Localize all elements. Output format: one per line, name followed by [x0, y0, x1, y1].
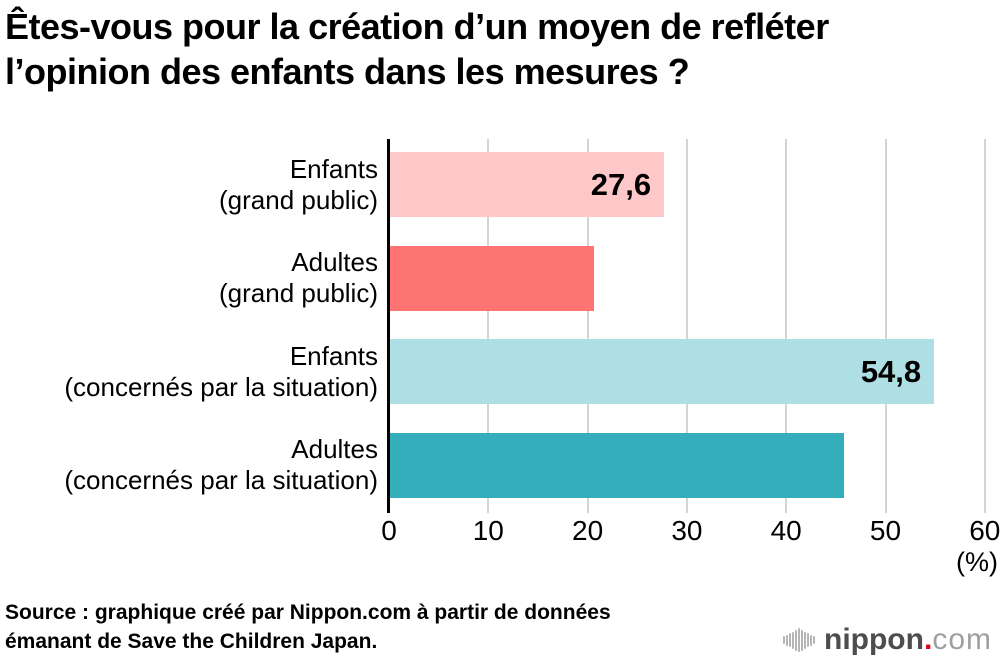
category-label-line: Enfants	[289, 340, 378, 371]
chart-title: Êtes-vous pour la création d’un moyen de…	[5, 4, 997, 94]
category-label-line: Adultes	[291, 434, 378, 464]
category-label-line: (grand public)	[219, 278, 378, 308]
source-note-line1: Source : graphique créé par Nippon.com à…	[5, 601, 611, 624]
x-tick-0: 0	[381, 515, 397, 546]
bar-enfants-concernes: 54,8	[390, 339, 935, 404]
chart-title-line2: l’opinion des enfants dans les mesures ?	[5, 51, 690, 92]
gridline-40	[785, 139, 788, 513]
soundwave-bars-icon	[783, 628, 815, 652]
gridline-20	[586, 139, 589, 513]
gridline-60	[983, 139, 986, 513]
nippon-com-logo-text: nippon.com	[824, 625, 992, 655]
source-note-line2: émanant de Save the Children Japan.	[5, 630, 378, 653]
x-tick-50: 50	[869, 515, 902, 546]
chart-title-line1: Êtes-vous pour la création d’un moyen de…	[5, 6, 829, 47]
category-label-line: Adultes	[291, 247, 378, 277]
gridline-30	[685, 139, 688, 513]
bar-adultes-concernes	[390, 432, 844, 498]
category-label-line: Enfants	[289, 153, 378, 184]
x-tick-40: 40	[770, 515, 802, 546]
category-label-line: (concernés par la situation)	[64, 371, 378, 402]
source-note: Source : graphique créé par Nippon.com à…	[5, 598, 611, 656]
x-tick-10: 10	[472, 515, 504, 546]
bar-adultes-grand-public	[390, 245, 594, 311]
bar-enfants-grand-public: 27,6	[390, 152, 665, 217]
x-tick-60: 60	[969, 515, 1000, 546]
category-label-enfants-concernes: Enfants (concernés par la situation)	[0, 339, 378, 404]
logo-dot: .	[923, 623, 933, 656]
category-label-enfants-grand-public: Enfants (grand public)	[0, 152, 378, 217]
category-label-adultes-grand-public: Adultes (grand public)	[0, 246, 378, 311]
gridline-50	[884, 139, 887, 513]
nippon-com-logo: nippon.com	[783, 621, 992, 659]
x-axis-unit-label: (%)	[956, 547, 998, 577]
logo-tld-text: com	[932, 623, 992, 656]
logo-brand-text: nippon	[824, 623, 924, 656]
category-label-line: (grand public)	[219, 184, 378, 215]
y-axis-line	[387, 139, 390, 513]
bar-value-label: 54,8	[860, 353, 922, 389]
gridline-10	[487, 139, 490, 513]
x-tick-30: 30	[671, 515, 703, 546]
x-tick-20: 20	[572, 515, 604, 546]
category-label-line: (concernés par la situation)	[64, 465, 378, 495]
bar-value-label: 27,6	[590, 166, 652, 202]
category-label-adultes-concernes: Adultes (concernés par la situation)	[0, 433, 378, 498]
